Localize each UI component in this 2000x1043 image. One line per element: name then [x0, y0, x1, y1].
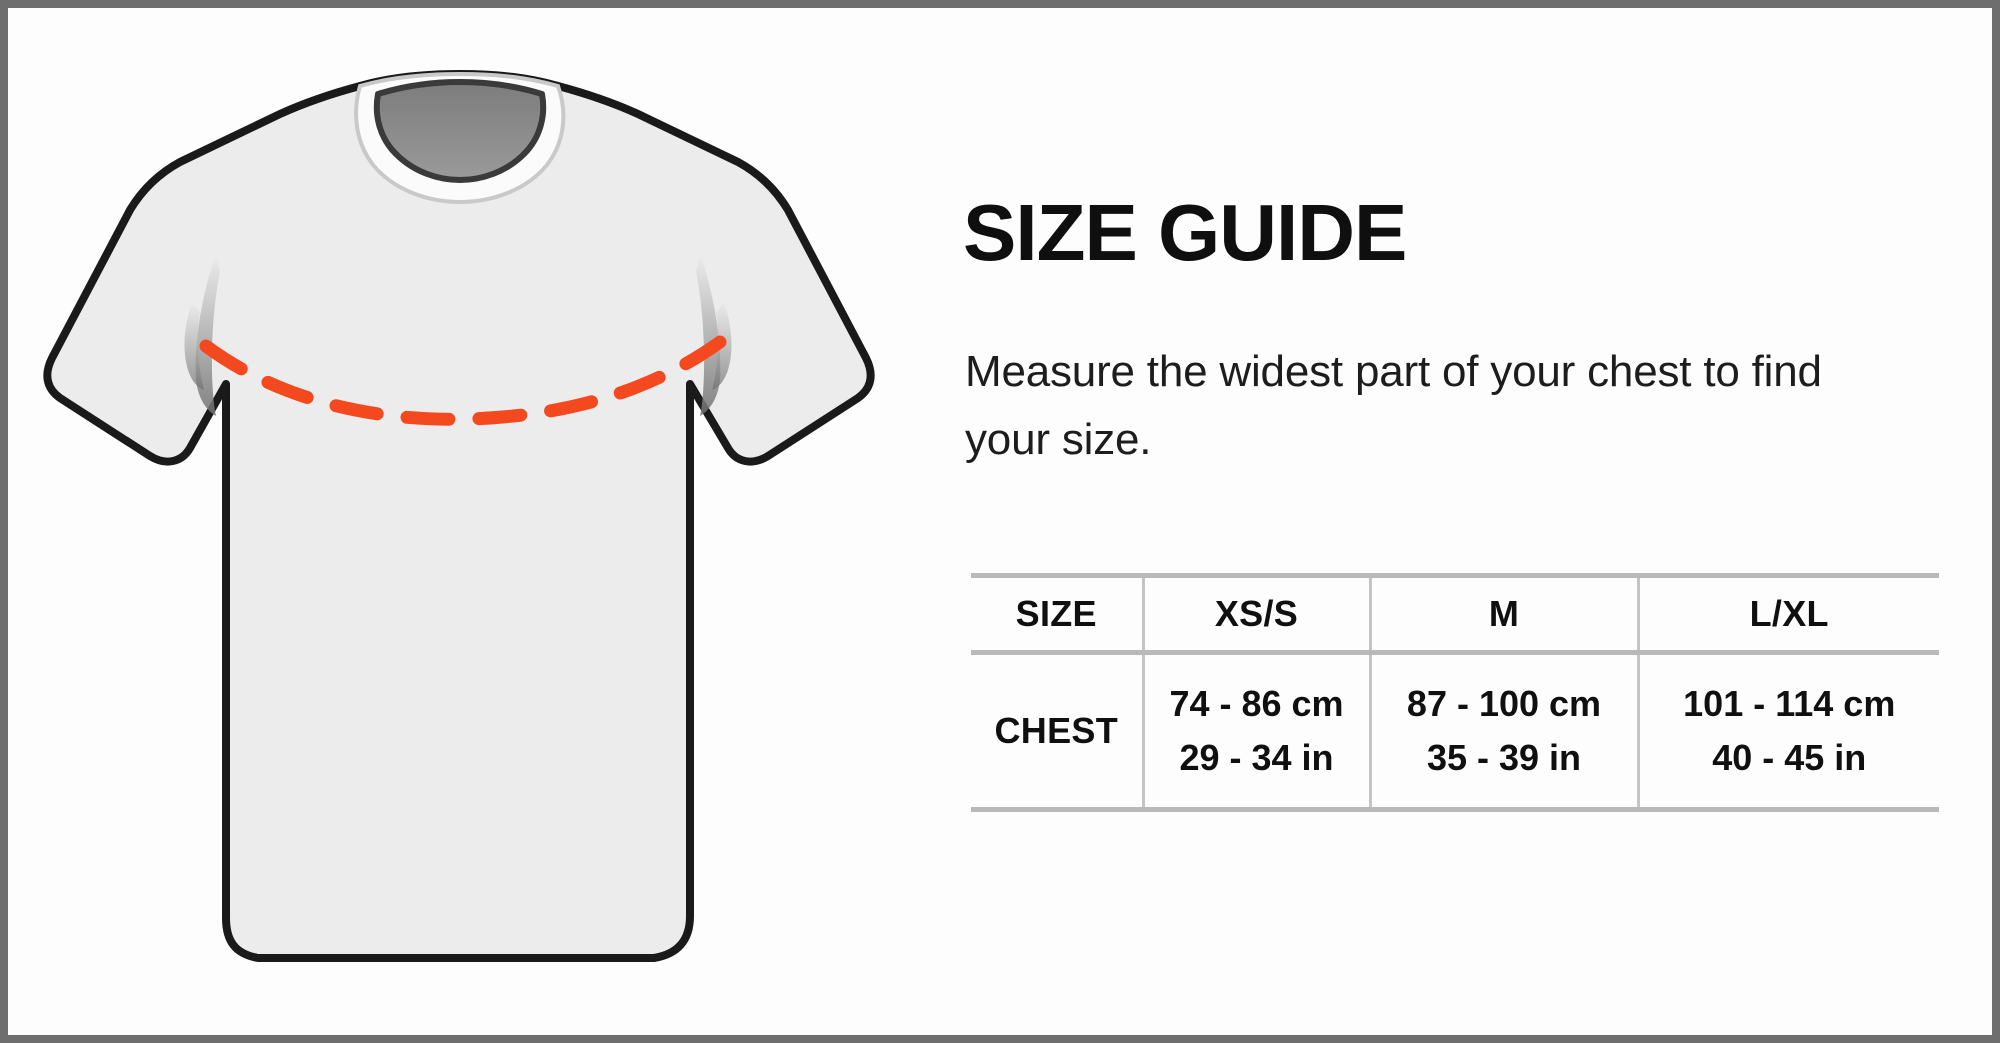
instruction-text: Measure the widest part of your chest to…: [965, 347, 1822, 464]
cell-chest-l-xl: 101 - 114 cm 40 - 45 in: [1636, 652, 1939, 812]
cell-chest-m: 87 - 100 cm 35 - 39 in: [1368, 652, 1638, 812]
tshirt-left-armpit-fold: [184, 302, 204, 390]
cell-chest-xs-s-in: 29 - 34 in: [1179, 737, 1334, 778]
size-chart-table: SIZE XS/S M L/XL CHEST 74 - 86 cm 29 - 3…: [971, 573, 1939, 812]
row-label-chest: CHEST: [971, 652, 1143, 812]
page-title: SIZE GUIDE: [963, 188, 1407, 277]
tshirt-collar-inner: [373, 79, 547, 183]
column-header-xs-s: XS/S: [1141, 573, 1370, 655]
tshirt-right-armpit-shading: [696, 254, 721, 416]
table-row: CHEST 74 - 86 cm 29 - 34 in 87 - 100 cm …: [971, 652, 1939, 812]
cell-chest-m-cm: 87 - 100 cm: [1406, 683, 1602, 724]
chest-measurement-dashed-line: [199, 335, 727, 426]
cell-chest-xs-s-cm: 74 - 86 cm: [1169, 683, 1344, 724]
cell-chest-l-xl-in: 40 - 45 in: [1712, 737, 1867, 778]
size-guide-info-panel: SIZE GUIDE Measure the widest part of yo…: [963, 8, 1953, 1035]
tshirt-illustration-panel: [8, 8, 908, 1035]
column-header-m: M: [1368, 573, 1638, 655]
column-header-size: SIZE: [971, 573, 1143, 655]
table-header-row: SIZE XS/S M L/XL: [971, 573, 1939, 655]
size-guide-card: SIZE GUIDE Measure the widest part of yo…: [8, 8, 1992, 1035]
cell-chest-m-in: 35 - 39 in: [1426, 737, 1582, 778]
tshirt-body-shape: [43, 70, 875, 962]
tshirt-left-armpit-shading: [195, 254, 220, 416]
cell-chest-xs-s: 74 - 86 cm 29 - 34 in: [1141, 652, 1370, 812]
tshirt-front-view-icon: [43, 70, 875, 962]
column-header-l-xl: L/XL: [1636, 573, 1939, 655]
cell-chest-l-xl-cm: 101 - 114 cm: [1683, 683, 1896, 724]
